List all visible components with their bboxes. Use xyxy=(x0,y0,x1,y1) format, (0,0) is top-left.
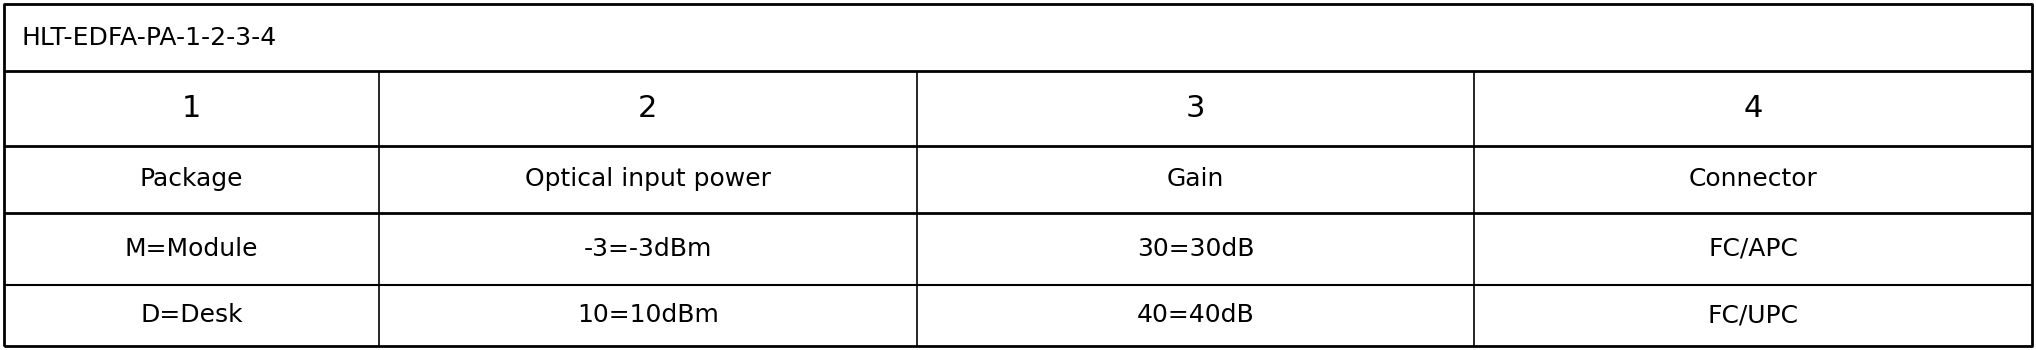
Text: D=Desk: D=Desk xyxy=(140,303,242,327)
Text: FC/APC: FC/APC xyxy=(1708,237,1798,261)
Text: 3: 3 xyxy=(1185,94,1205,123)
Text: 2: 2 xyxy=(637,94,658,123)
Text: Package: Package xyxy=(140,167,244,191)
Text: 4: 4 xyxy=(1743,94,1763,123)
Text: 30=30dB: 30=30dB xyxy=(1136,237,1254,261)
Text: FC/UPC: FC/UPC xyxy=(1708,303,1798,327)
Text: M=Module: M=Module xyxy=(124,237,259,261)
Text: Optical input power: Optical input power xyxy=(525,167,772,191)
Text: Connector: Connector xyxy=(1688,167,1818,191)
Text: Gain: Gain xyxy=(1167,167,1224,191)
Text: 40=40dB: 40=40dB xyxy=(1136,303,1254,327)
Text: HLT-EDFA-PA-1-2-3-4: HLT-EDFA-PA-1-2-3-4 xyxy=(22,26,277,50)
Text: -3=-3dBm: -3=-3dBm xyxy=(584,237,713,261)
Text: 10=10dBm: 10=10dBm xyxy=(576,303,719,327)
Text: 1: 1 xyxy=(181,94,202,123)
